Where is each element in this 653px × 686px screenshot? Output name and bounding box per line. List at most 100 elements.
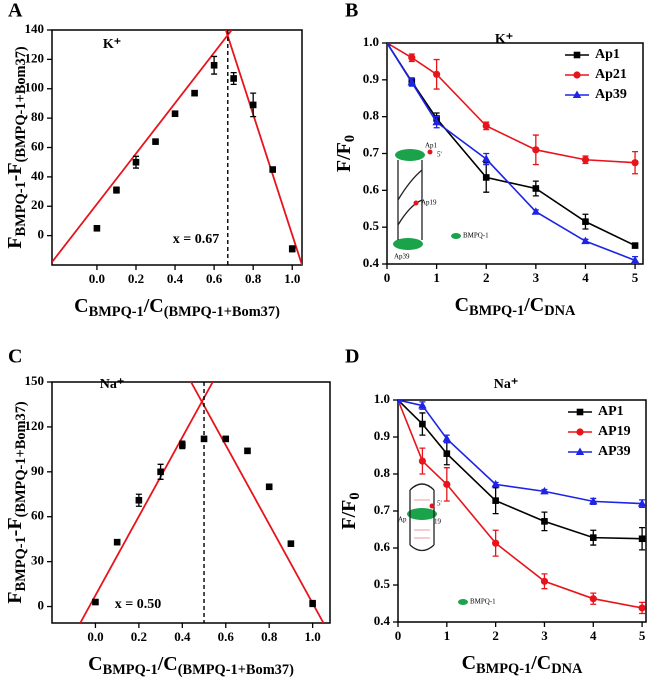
inset-dot [413,200,419,206]
y-tick-label: 1.0 [374,391,390,406]
inset-label: Ap39 [394,253,410,261]
inset-label: 19 [434,518,442,526]
label-part: (BMPQ-1+Bom37) [178,662,294,678]
y-tick-label: 0.4 [363,255,380,270]
y-tick-label: 0.8 [374,465,391,480]
label-part: BMPQ-1 [476,661,531,677]
inset-ellipse [451,233,461,239]
marker [589,496,598,505]
marker [408,54,416,62]
marker [573,51,581,59]
marker [540,486,549,495]
label-part: (BMPQ-1+Bom37) [13,46,29,162]
y-tick-label: 60 [31,138,44,153]
label-part: DNA [544,303,576,319]
inset-label: 5' [437,500,442,508]
y-tick-label: 0.6 [374,539,391,554]
marker [418,401,427,409]
label-part: (BMPQ-1+Bom37) [164,304,280,320]
y-axis-label: F/F0 [333,135,359,172]
marker [93,224,101,232]
x-axis-label: CBMPQ-1/CDNA [455,294,576,320]
x-tick-label: 5 [632,270,639,285]
annotation: x = 0.67 [173,232,219,247]
marker [433,70,441,78]
label-part: C [74,295,88,317]
marker [309,600,316,607]
fit-line [224,30,302,265]
marker [532,146,540,154]
marker [244,447,251,455]
x-axis-label: CBMPQ-1/CDNA [462,652,583,678]
annotation: K⁺ [495,32,513,47]
x-tick-label: 1 [433,270,440,285]
y-axis-label: FBMPQ-1-F(BMPQ-1+Bom37) [4,401,30,604]
marker [637,499,646,507]
marker [191,89,198,97]
marker [152,138,159,145]
marker [531,207,541,215]
label-part: /C [143,295,164,317]
label-part: C [88,653,102,675]
y-axis-label: F/F0 [338,492,364,529]
label-part: /C [157,653,178,675]
y-tick-label: 0.4 [374,613,391,628]
marker [589,534,597,541]
marker [442,434,452,442]
marker [541,518,548,525]
marker [269,166,277,173]
x-axis-label: CBMPQ-1/C(BMPQ-1+Bom37) [88,653,294,679]
marker [132,158,140,166]
legend-label: AP39 [598,444,631,459]
label-part: 0 [342,135,358,142]
x-tick-label: 5 [639,628,646,643]
marker [265,483,273,491]
x-tick-label: 0.6 [218,629,235,644]
marker [631,159,639,167]
x-tick-label: 3 [533,270,540,285]
y-tick-label: 100 [25,80,45,95]
x-tick-label: 4 [582,270,589,285]
y-tick-label: 0.6 [363,181,380,196]
y-tick-label: 120 [25,50,45,65]
marker [492,539,500,547]
y-tick-label: 60 [31,508,44,523]
plot-area [387,43,640,264]
marker [407,77,417,86]
legend-label: Ap1 [595,47,620,62]
annotation: Na⁺ [494,377,519,392]
marker [179,441,186,449]
marker [249,101,257,109]
marker [631,242,639,249]
panel-letter: A [8,0,23,22]
x-tick-label: 0.4 [167,271,184,286]
panel-letter: C [8,346,22,368]
y-tick-label: 0.5 [374,576,391,591]
panel-letter: B [345,0,358,22]
marker [482,174,490,181]
marker [222,435,230,443]
x-tick-label: 2 [492,628,499,643]
y-tick-label: 0.5 [363,218,380,233]
inset-ellipse [407,508,437,520]
x-tick-label: 1.0 [284,271,300,286]
marker [157,468,164,476]
inset-label: Ap1 [425,142,438,150]
panel-letter: D [345,346,359,368]
label-part: F [4,591,26,603]
marker [540,577,549,585]
label-part: C [462,652,476,674]
legend-label: Ap39 [595,87,627,102]
label-part: F/F [333,142,355,172]
inset-ellipse [458,599,468,605]
fit-line [52,30,233,263]
x-tick-label: 0.2 [131,629,147,644]
y-tick-label: 90 [31,463,44,478]
legend-label: AP19 [598,424,631,439]
inset-label: Ap [398,516,407,524]
inset-ellipse [395,149,425,161]
inset-dot [427,149,433,155]
panel: D 0 1 2 3 4 5 0.4 0.5 0.6 0.7 0.8 0.9 1.0 Na⁺ AP1 AP19 AP… [345,346,647,643]
marker [576,428,584,436]
x-tick-label: 4 [590,628,597,643]
